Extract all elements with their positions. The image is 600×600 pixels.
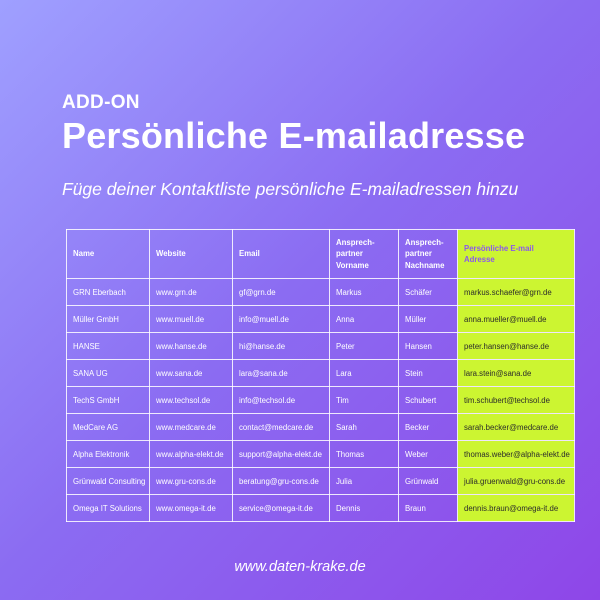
cell-first-name: Tim xyxy=(329,386,399,414)
cell-first-name: Anna xyxy=(329,305,399,333)
cell-first-name: Lara xyxy=(329,359,399,387)
page-subtitle: Füge deiner Kontaktliste persönliche E-m… xyxy=(62,179,519,199)
cell-first-name: Sarah xyxy=(329,413,399,441)
cell-website: www.muell.de xyxy=(149,305,233,333)
cell-email: contact@medcare.de xyxy=(232,413,330,441)
cell-name: HANSE xyxy=(66,332,150,360)
cell-name: Alpha Elektronik xyxy=(66,440,150,468)
table-header-row: Name Website Email Ansprech- partner Vor… xyxy=(66,229,575,279)
cell-personal-email: tim.schubert@techsol.de xyxy=(457,386,575,414)
cell-personal-email: sarah.becker@medcare.de xyxy=(457,413,575,441)
page-title: Persönliche E-mailadresse xyxy=(62,115,526,156)
cell-email: support@alpha-elekt.de xyxy=(232,440,330,468)
footer-url: www.daten-krake.de xyxy=(234,559,366,575)
table-row: Alpha Elektronik www.alpha-elekt.de supp… xyxy=(66,440,575,468)
cell-name: TechS GmbH xyxy=(66,386,150,414)
cell-website: www.sana.de xyxy=(149,359,233,387)
cell-first-name: Julia xyxy=(329,467,399,495)
column-header-website: Website xyxy=(149,229,233,279)
table-row: HANSE www.hanse.de hi@hanse.de Peter Han… xyxy=(66,332,575,360)
cell-email: beratung@gru-cons.de xyxy=(232,467,330,495)
column-header-personal-email: Persönliche E-mail Adresse xyxy=(457,229,575,279)
cell-email: info@techsol.de xyxy=(232,386,330,414)
cell-name: GRN Eberbach xyxy=(66,278,150,306)
table-row: TechS GmbH www.techsol.de info@techsol.d… xyxy=(66,386,575,414)
cell-website: www.medcare.de xyxy=(149,413,233,441)
addon-label: ADD-ON xyxy=(62,92,140,113)
cell-name: Grünwald Consulting xyxy=(66,467,150,495)
cell-last-name: Becker xyxy=(398,413,458,441)
table-row: MedCare AG www.medcare.de contact@medcar… xyxy=(66,413,575,441)
cell-personal-email: markus.schaefer@grn.de xyxy=(457,278,575,306)
column-header-first-name: Ansprech- partner Vorname xyxy=(329,229,399,279)
cell-name: MedCare AG xyxy=(66,413,150,441)
column-header-last-name: Ansprech- partner Nachname xyxy=(398,229,458,279)
cell-email: hi@hanse.de xyxy=(232,332,330,360)
table-row: Müller GmbH www.muell.de info@muell.de A… xyxy=(66,305,575,333)
table-row: Grünwald Consulting www.gru-cons.de bera… xyxy=(66,467,575,495)
cell-website: www.gru-cons.de xyxy=(149,467,233,495)
cell-email: lara@sana.de xyxy=(232,359,330,387)
cell-personal-email: lara.stein@sana.de xyxy=(457,359,575,387)
cell-personal-email: julia.gruenwald@gru-cons.de xyxy=(457,467,575,495)
cell-email: info@muell.de xyxy=(232,305,330,333)
cell-email: service@omega-it.de xyxy=(232,494,330,522)
cell-last-name: Hansen xyxy=(398,332,458,360)
cell-last-name: Braun xyxy=(398,494,458,522)
cell-last-name: Müller xyxy=(398,305,458,333)
cell-website: www.omega-it.de xyxy=(149,494,233,522)
cell-first-name: Thomas xyxy=(329,440,399,468)
cell-name: Omega IT Solutions xyxy=(66,494,150,522)
cell-last-name: Grünwald xyxy=(398,467,458,495)
cell-last-name: Schubert xyxy=(398,386,458,414)
cell-personal-email: dennis.braun@omega-it.de xyxy=(457,494,575,522)
cell-email: gf@grn.de xyxy=(232,278,330,306)
cell-first-name: Markus xyxy=(329,278,399,306)
cell-name: SANA UG xyxy=(66,359,150,387)
cell-website: www.techsol.de xyxy=(149,386,233,414)
table-row: Omega IT Solutions www.omega-it.de servi… xyxy=(66,494,575,522)
column-header-email: Email xyxy=(232,229,330,279)
cell-personal-email: peter.hansen@hanse.de xyxy=(457,332,575,360)
cell-name: Müller GmbH xyxy=(66,305,150,333)
cell-personal-email: anna.mueller@muell.de xyxy=(457,305,575,333)
cell-website: www.grn.de xyxy=(149,278,233,306)
contact-table: Name Website Email Ansprech- partner Vor… xyxy=(66,229,575,522)
table-row: GRN Eberbach www.grn.de gf@grn.de Markus… xyxy=(66,278,575,306)
cell-last-name: Schäfer xyxy=(398,278,458,306)
cell-first-name: Dennis xyxy=(329,494,399,522)
table-row: SANA UG www.sana.de lara@sana.de Lara St… xyxy=(66,359,575,387)
cell-last-name: Weber xyxy=(398,440,458,468)
cell-website: www.hanse.de xyxy=(149,332,233,360)
cell-last-name: Stein xyxy=(398,359,458,387)
cell-first-name: Peter xyxy=(329,332,399,360)
cell-personal-email: thomas.weber@alpha-elekt.de xyxy=(457,440,575,468)
cell-website: www.alpha-elekt.de xyxy=(149,440,233,468)
column-header-name: Name xyxy=(66,229,150,279)
